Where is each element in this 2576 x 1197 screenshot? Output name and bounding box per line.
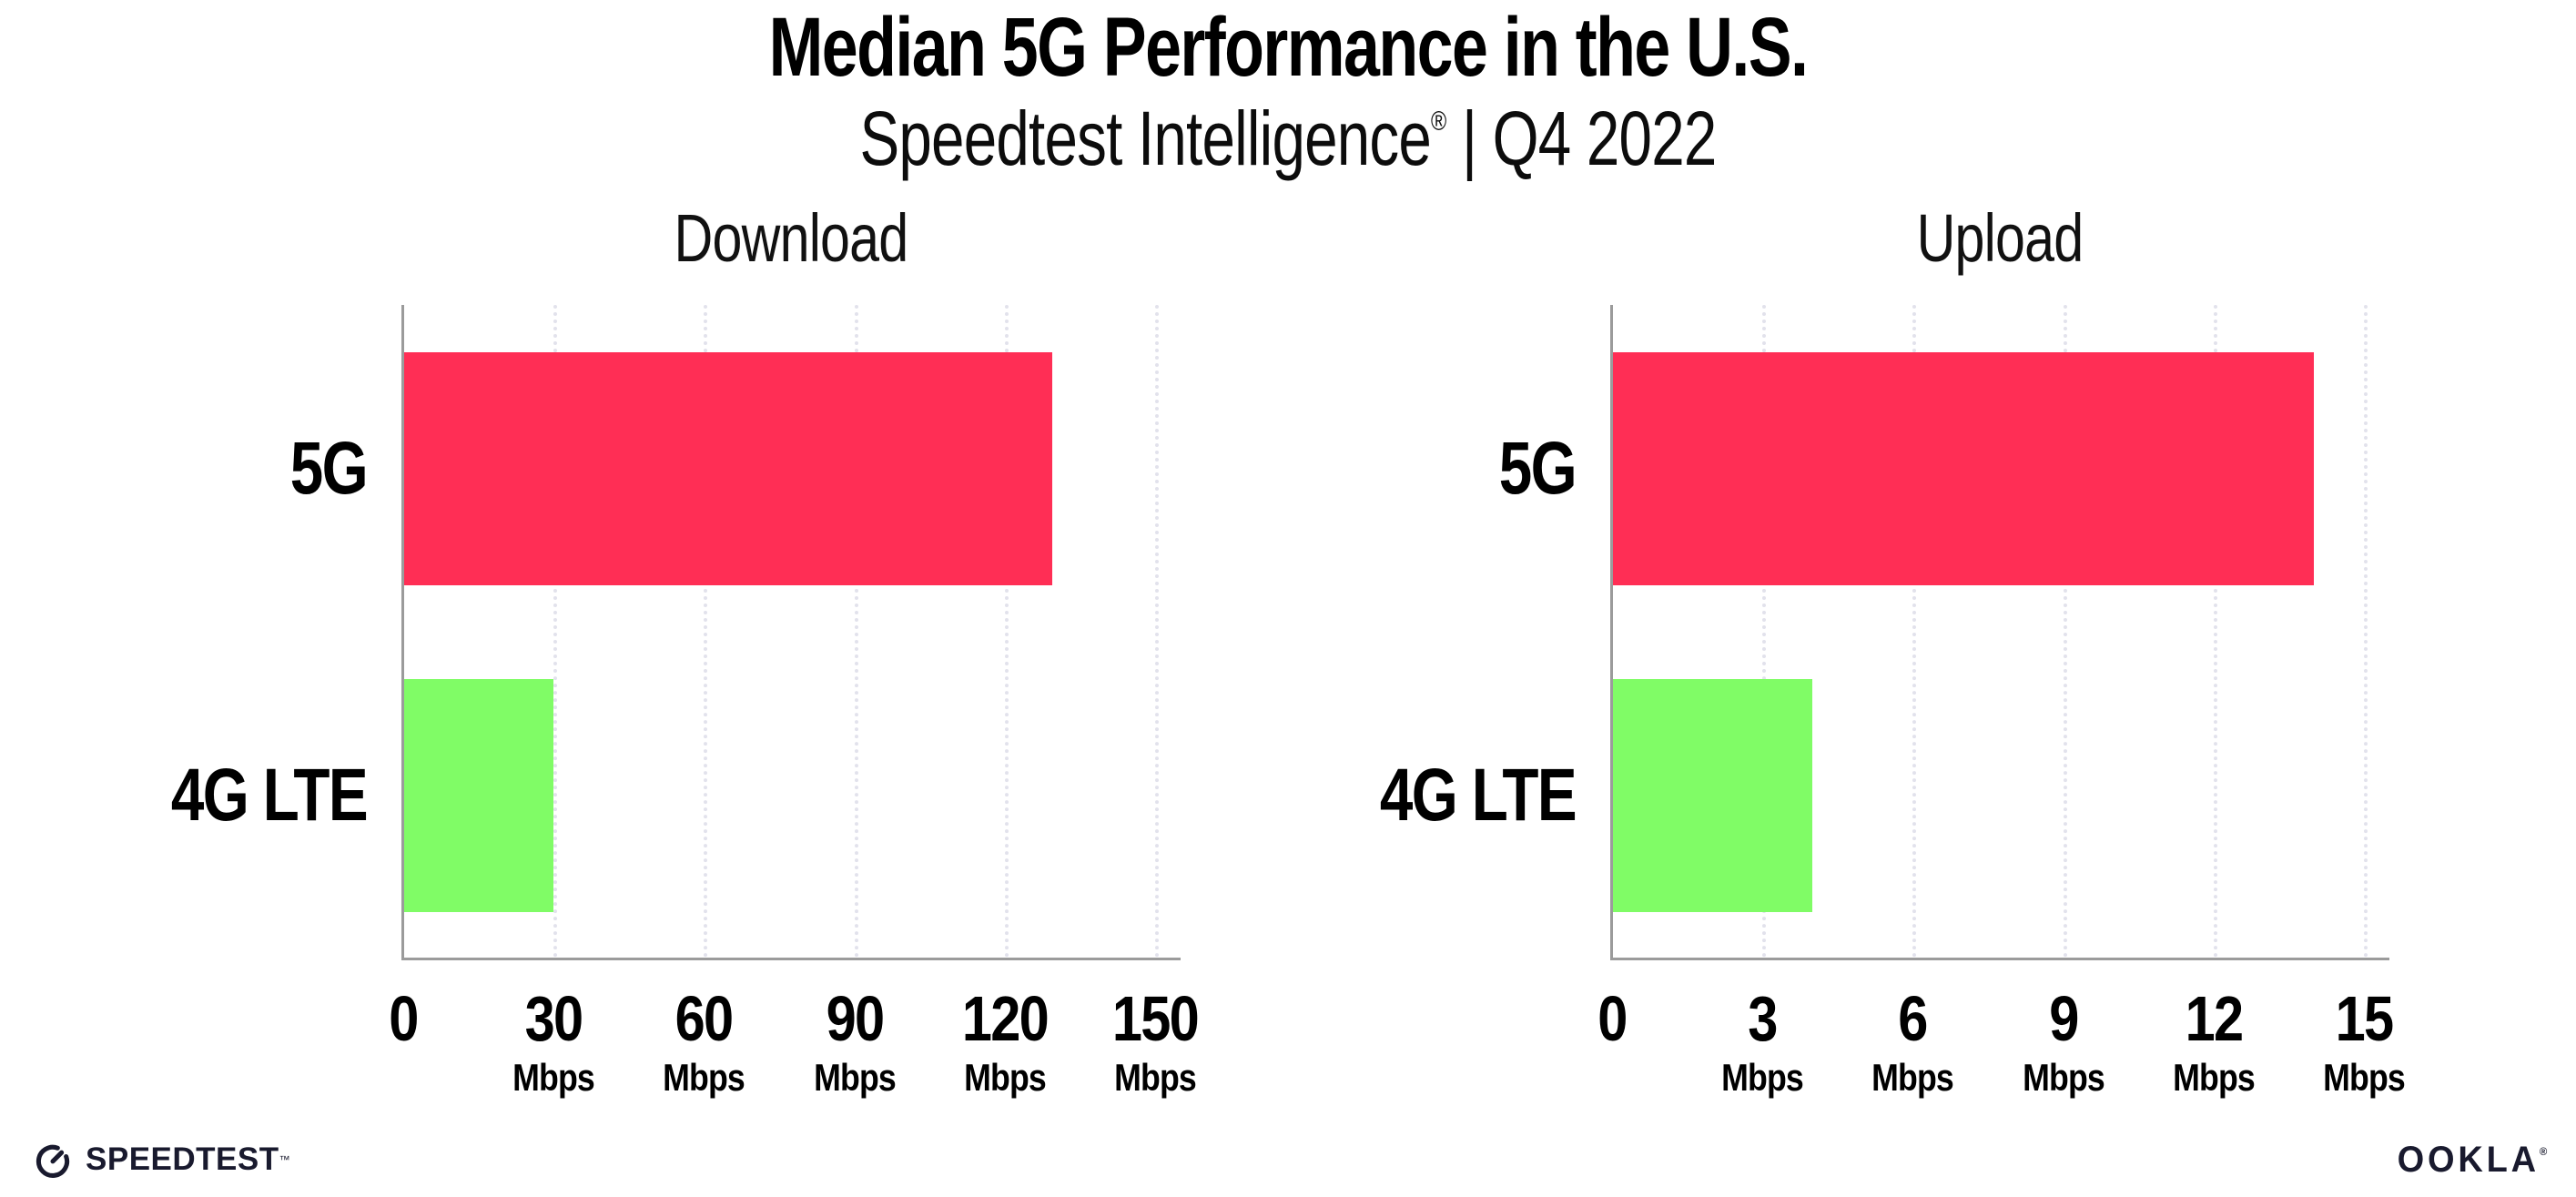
tick-unit: Mbps: [2172, 1055, 2256, 1099]
x-tick: 6 Mbps: [1812, 983, 2013, 1099]
gridline: [1155, 305, 1159, 958]
x-axis-line: [401, 958, 1181, 960]
y-axis-line: [401, 305, 404, 960]
category-label-4g-lte: 4G LTE: [170, 754, 369, 837]
tick-value: 150: [1111, 983, 1200, 1054]
x-tick: 15 Mbps: [2264, 983, 2465, 1099]
tick-value: 0: [1597, 983, 1628, 1054]
tick-value: 15: [2335, 983, 2394, 1054]
tick-unit: Mbps: [1114, 1055, 1197, 1099]
subtitle-period: | Q4 2022: [1445, 96, 1717, 181]
category-label-5g: 5G: [1498, 427, 1577, 510]
gridline: [1912, 305, 1917, 958]
gridline: [704, 305, 708, 958]
tick-value: 60: [674, 983, 734, 1054]
registered-trademark-icon: ®: [2539, 1145, 2547, 1158]
bar-4g-lte-download: [403, 679, 554, 912]
tick-unit: Mbps: [963, 1055, 1047, 1099]
gridline: [854, 305, 858, 958]
page-subtitle: Speedtest Intelligence® | Q4 2022: [283, 95, 2292, 183]
tick-unit: Mbps: [512, 1055, 595, 1099]
x-tick: 30 Mbps: [453, 983, 654, 1099]
speedtest-logo: SPEEDTEST ™: [33, 1134, 290, 1185]
x-tick: 3 Mbps: [1662, 983, 1863, 1099]
trademark-icon: ™: [279, 1153, 290, 1166]
upload-chart-title: Upload: [1916, 200, 2084, 276]
x-tick: 90 Mbps: [754, 983, 955, 1099]
tick-value: 120: [961, 983, 1050, 1054]
download-chart: Download 5G 4G LTE 0 30 Mbps 60 Mbps 90 Mbp…: [171, 205, 1200, 1097]
tick-value: 12: [2185, 983, 2243, 1054]
x-tick: 12 Mbps: [2113, 983, 2314, 1099]
tick-unit: Mbps: [2323, 1055, 2406, 1099]
ookla-wordmark: OOKLA: [2397, 1140, 2540, 1180]
tick-unit: Mbps: [813, 1055, 897, 1099]
ookla-logo: OOKLA®: [2397, 1140, 2547, 1181]
x-tick: 60 Mbps: [603, 983, 805, 1099]
subtitle-brand: Speedtest Intelligence: [859, 96, 1432, 181]
tick-value: 90: [826, 983, 884, 1054]
x-tick: 0: [303, 983, 504, 1059]
x-tick: 9 Mbps: [1962, 983, 2164, 1099]
category-label-5g: 5G: [289, 427, 369, 510]
tick-unit: Mbps: [1721, 1055, 1804, 1099]
gridline: [553, 305, 558, 958]
tick-value: 3: [1748, 983, 1778, 1054]
registered-trademark-icon: ®: [1431, 107, 1446, 137]
gridline: [1004, 305, 1009, 958]
gridline: [1762, 305, 1767, 958]
y-axis-line: [1610, 305, 1613, 960]
tick-value: 30: [524, 983, 583, 1054]
tick-value: 0: [389, 983, 419, 1054]
bar-5g-upload: [1612, 352, 2314, 585]
x-tick: 150 Mbps: [1055, 983, 1256, 1099]
upload-chart: Upload 5G 4G LTE 0 3 Mbps 6 Mbps 9 Mbps 12 M…: [1380, 205, 2406, 1097]
tick-unit: Mbps: [2022, 1055, 2105, 1099]
tick-unit: Mbps: [663, 1055, 745, 1099]
download-chart-title: Download: [674, 200, 909, 276]
gridline: [2364, 305, 2368, 958]
speedtest-gauge-icon: [35, 1144, 70, 1178]
tick-unit: Mbps: [1871, 1055, 1954, 1099]
tick-value: 9: [2048, 983, 2079, 1054]
bar-4g-lte-upload: [1612, 679, 1813, 912]
x-tick: 0: [1512, 983, 1713, 1059]
gridline: [2213, 305, 2217, 958]
bar-5g-download: [403, 352, 1053, 585]
tick-value: 6: [1898, 983, 1929, 1054]
speedtest-wordmark: SPEEDTEST: [86, 1141, 279, 1177]
x-axis-line: [1610, 958, 2389, 960]
gridline: [2063, 305, 2067, 958]
category-label-4g-lte: 4G LTE: [1379, 754, 1577, 837]
page-title: Median 5G Performance in the U.S.: [768, 1, 1809, 94]
x-tick: 120 Mbps: [904, 983, 1105, 1099]
